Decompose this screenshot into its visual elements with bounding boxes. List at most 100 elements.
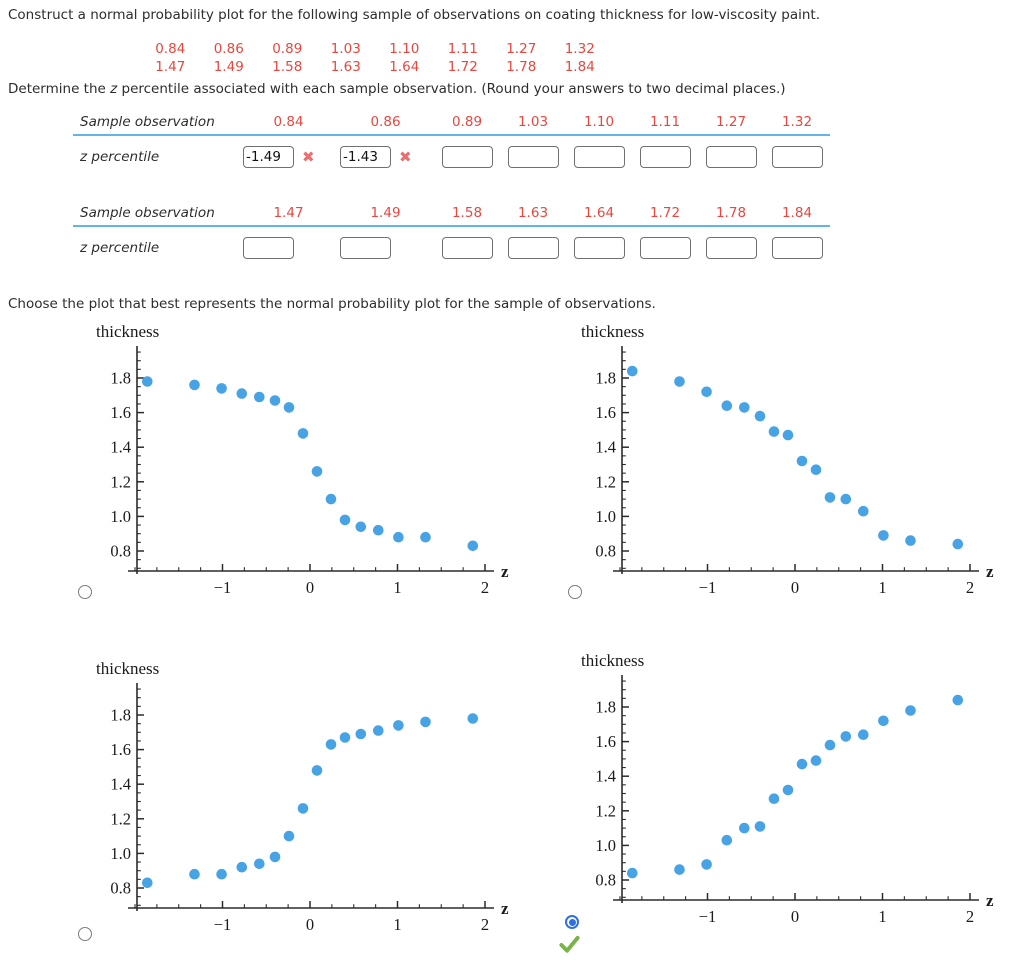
z-percentile-input[interactable] — [573, 237, 625, 259]
data-point — [627, 867, 638, 879]
data-point — [283, 830, 295, 842]
z-percentile-input[interactable] — [639, 146, 691, 168]
data-point — [824, 739, 836, 751]
plot-a-radio-button[interactable] — [78, 585, 92, 599]
y-axis: 0.8 1.0 1.2 1.4 1.6 1.8 — [110, 346, 144, 574]
data-point — [297, 428, 309, 439]
y-tick-label: 1.2 — [595, 801, 616, 820]
y-tick-label: 1.8 — [595, 369, 616, 388]
z-percentile-input[interactable] — [507, 146, 559, 168]
data-points — [627, 694, 964, 879]
data-point — [878, 530, 889, 541]
data-point — [858, 729, 869, 740]
plot-c-radio-button[interactable] — [78, 927, 92, 941]
data-point — [674, 864, 685, 875]
scatter-plot-d: −1 0 1 2 0.8 1.0 1.2 1.4 1.6 1.8 thickness z — [581, 651, 994, 926]
data-point — [905, 705, 916, 716]
data-point — [810, 464, 822, 475]
data-point — [467, 540, 479, 552]
data-points — [627, 365, 964, 550]
data-point — [840, 731, 852, 742]
y-tick-label: 0.8 — [110, 879, 131, 898]
row-label-sample-observation: Sample observation — [80, 205, 215, 221]
data-point — [796, 455, 808, 467]
problem-statement: Construct a normal probability plot for … — [8, 7, 820, 23]
y-axis-title: thickness — [96, 322, 159, 341]
z-percentile-input[interactable] — [243, 237, 294, 259]
data-point — [189, 379, 200, 391]
incorrect-x-icon: ✖ — [399, 147, 412, 166]
z-percentile-input[interactable] — [771, 237, 823, 259]
data-point — [420, 716, 431, 728]
z-percentile-input[interactable] — [771, 146, 823, 168]
x-tick-label: 2 — [481, 915, 489, 934]
plot-d-radio-button[interactable] — [565, 915, 579, 929]
z-percentile-input[interactable] — [705, 237, 757, 259]
data-point — [810, 755, 822, 766]
x-axis: −1 0 1 2 — [613, 893, 979, 926]
data-point — [952, 538, 964, 550]
z-percentile-input[interactable] — [441, 237, 493, 259]
row-label-sample-observation: Sample observation — [80, 114, 215, 130]
y-tick-label: 1.8 — [110, 369, 131, 388]
sample-value: 1.58 — [272, 59, 303, 75]
x-axis: −1 0 1 2 — [613, 564, 979, 597]
plot-b-radio-button[interactable] — [568, 585, 582, 599]
data-point — [311, 466, 323, 477]
data-point — [142, 376, 153, 387]
data-point — [420, 531, 431, 543]
incorrect-x-icon: ✖ — [302, 147, 315, 166]
y-tick-label: 1.2 — [595, 472, 616, 491]
sample-value: 1.32 — [564, 41, 595, 57]
x-tick-label: 0 — [306, 915, 314, 934]
z-percentile-input[interactable] — [639, 237, 691, 259]
data-point — [216, 383, 227, 394]
z-percentile-input[interactable] — [340, 146, 391, 168]
x-tick-label: 1 — [878, 578, 886, 597]
sample-value: 1.47 — [155, 59, 186, 75]
z-percentile-input[interactable] — [573, 146, 625, 168]
sample-value: 0.86 — [213, 41, 244, 57]
y-tick-label: 1.2 — [110, 472, 131, 491]
z-percentile-input[interactable] — [441, 146, 493, 168]
z-percentile-input[interactable] — [243, 146, 294, 168]
y-axis-title: thickness — [581, 322, 644, 341]
x-tick-label: 1 — [393, 578, 401, 597]
row-label-z-percentile: z percentile — [80, 149, 160, 165]
data-point — [325, 739, 337, 750]
sample-data-row-2: 1.47 1.49 1.58 1.63 1.64 1.72 1.78 1.84 — [141, 58, 609, 76]
row-label-z-percentile: z percentile — [80, 240, 160, 256]
z-percentile-input[interactable] — [705, 146, 757, 168]
sample-observation-value: 1.58 — [451, 205, 483, 221]
sample-observation-value: 1.84 — [781, 205, 813, 221]
table-input-row: z percentile — [73, 227, 830, 269]
instruction-choose: Choose the plot that best represents the… — [8, 296, 656, 312]
data-point — [878, 715, 889, 727]
sample-observation-value: 1.47 — [273, 205, 304, 221]
instruction-determine: Determine the z percentile associated wi… — [8, 81, 786, 97]
z-percentile-table-2: Sample observation 1.47 1.49 1.58 1.63 1… — [73, 201, 830, 269]
table-input-row: z percentile ✖ ✖ — [73, 136, 830, 178]
data-point — [905, 535, 916, 546]
sample-value: 1.84 — [564, 59, 595, 75]
data-points — [142, 376, 479, 552]
data-point — [467, 713, 479, 724]
data-point — [754, 410, 766, 422]
x-tick-label: −1 — [214, 915, 232, 934]
instruction-text: Determine the — [8, 81, 111, 97]
scatter-plot-c: −1 0 1 2 0.8 1.0 1.2 1.4 1.6 1.8 thickness z — [96, 659, 509, 934]
data-point — [739, 402, 750, 413]
correct-check-icon — [559, 935, 580, 953]
z-percentile-input[interactable] — [507, 237, 559, 259]
scatter-plot-b: −1 0 1 2 0.8 1.0 1.2 1.4 1.6 1.8 thickness z — [581, 322, 994, 597]
x-tick-label: 1 — [878, 907, 886, 926]
y-tick-label: 0.8 — [110, 542, 131, 561]
z-percentile-input[interactable] — [340, 237, 391, 259]
sample-value: 1.72 — [447, 59, 478, 75]
data-point — [721, 400, 733, 411]
x-tick-label: 2 — [481, 578, 489, 597]
z-symbol: z — [110, 81, 118, 97]
x-axis: −1 0 1 2 — [128, 901, 494, 934]
data-point — [216, 868, 227, 880]
